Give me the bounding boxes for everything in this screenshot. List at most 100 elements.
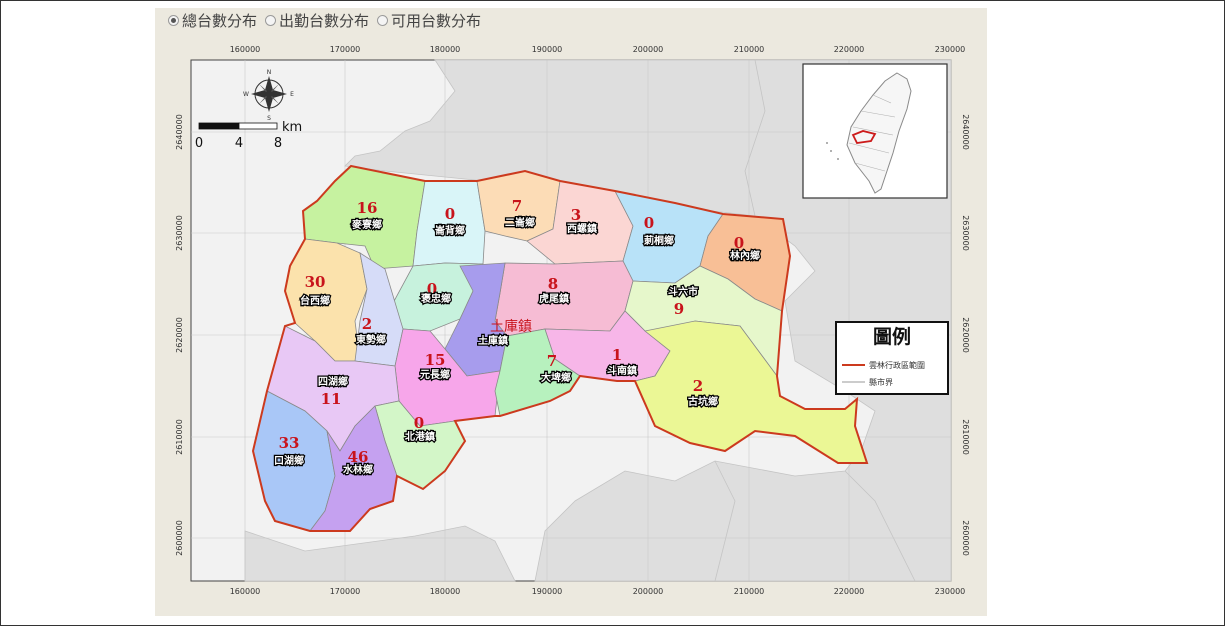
compass-west: W xyxy=(243,91,249,98)
township-name: 東勢鄉 xyxy=(356,333,386,346)
neighboring-county-area-south xyxy=(244,525,516,582)
township-name: 台西鄉 xyxy=(300,294,330,307)
compass-rose-icon: N S E W xyxy=(243,69,294,122)
legend-item-label: 雲林行政區範圍 xyxy=(869,360,925,370)
township-count: 7 xyxy=(547,352,557,370)
township-count: 30 xyxy=(305,273,326,291)
township-name: 虎尾鎮 xyxy=(539,292,569,305)
township-count: 7 xyxy=(512,197,522,215)
y-axis-ticks-right: 2640000 2630000 2620000 2610000 2600000 xyxy=(961,114,970,556)
x-tick-label: 190000 xyxy=(532,45,563,54)
compass-east: E xyxy=(290,91,294,98)
township-count: 0 xyxy=(427,280,437,298)
y-tick-label: 2620000 xyxy=(961,317,970,353)
x-tick-label: 160000 xyxy=(230,587,261,596)
neighboring-county-area xyxy=(344,59,952,582)
x-tick-label: 210000 xyxy=(734,587,765,596)
yunlin-county-boundary xyxy=(251,164,869,532)
radio-dispatch-distribution[interactable]: 出勤台數分布 xyxy=(265,10,369,31)
radio-label: 可用台數分布 xyxy=(391,11,482,30)
township-count: 0 xyxy=(445,205,455,223)
township-count: 11 xyxy=(321,390,342,408)
x-tick-label: 180000 xyxy=(430,587,461,596)
x-tick-label: 160000 xyxy=(230,45,261,54)
township-count: 15 xyxy=(425,351,446,369)
township-count: 33 xyxy=(279,434,300,452)
y-axis-ticks-left: 2640000 2630000 2620000 2610000 2600000 xyxy=(175,114,184,556)
township-name: 水林鄉 xyxy=(342,463,373,476)
radio-label: 總台數分布 xyxy=(182,11,258,30)
township-name: 褒忠鄉 xyxy=(420,292,451,305)
scale-label: 8 xyxy=(274,136,282,151)
y-tick-label: 2640000 xyxy=(175,114,184,150)
x-tick-label: 220000 xyxy=(834,587,865,596)
township-count: 0 xyxy=(644,214,654,232)
y-tick-label: 2600000 xyxy=(961,520,970,556)
x-axis-ticks-top: 160000 170000 180000 190000 200000 21000… xyxy=(230,45,966,54)
map-image: 16 麥寮鄉 0 崙背鄉 7 二崙鄉 3 西螺鎮 0 莿桐鄉 0 林內鄉 30 … xyxy=(155,31,987,616)
x-tick-label: 180000 xyxy=(430,45,461,54)
map-legend: 圖例 雲林行政區範圍 縣市界 xyxy=(835,321,949,395)
township-name: 大埤鄉 xyxy=(541,371,571,384)
x-tick-label: 200000 xyxy=(633,45,664,54)
highlighted-township-label: 土庫鎮 xyxy=(490,318,532,335)
x-tick-label: 170000 xyxy=(330,45,361,54)
distribution-radio-group: 總台數分布 出勤台數分布 可用台數分布 xyxy=(168,9,489,31)
y-tick-label: 2630000 xyxy=(961,215,970,251)
y-tick-label: 2620000 xyxy=(175,317,184,353)
scale-label: 0 xyxy=(195,136,203,151)
township-name: 二崙鄉 xyxy=(505,216,535,229)
legend-title: 圖例 xyxy=(873,325,911,348)
x-axis-ticks-bottom: 160000 170000 180000 190000 200000 21000… xyxy=(230,587,966,596)
scale-label: 4 xyxy=(235,136,243,151)
township-name: 斗六市 xyxy=(668,285,698,298)
township-name: 土庫鎮 xyxy=(478,334,508,347)
township-name: 斗南鎮 xyxy=(607,364,637,377)
township-name: 口湖鄉 xyxy=(274,454,304,467)
township-count: 9 xyxy=(674,300,684,318)
township-name: 四湖鄉 xyxy=(318,375,348,388)
legend-item-label: 縣市界 xyxy=(869,377,893,387)
taiwan-inset-map xyxy=(802,63,948,199)
radio-button[interactable] xyxy=(377,14,389,26)
township-name: 林內鄉 xyxy=(730,249,760,262)
yunlin-map: 16 麥寮鄉 0 崙背鄉 7 二崙鄉 3 西螺鎮 0 莿桐鄉 0 林內鄉 30 … xyxy=(155,31,987,616)
x-tick-label: 210000 xyxy=(734,45,765,54)
township-name: 古坑鄉 xyxy=(688,395,718,408)
township-count: 0 xyxy=(734,234,744,252)
township-polygons xyxy=(252,165,868,532)
radio-available-distribution[interactable]: 可用台數分布 xyxy=(377,10,481,31)
township-count: 46 xyxy=(348,448,369,466)
township-name: 西螺鎮 xyxy=(567,222,597,235)
compass-south: S xyxy=(267,115,271,122)
x-tick-label: 200000 xyxy=(633,587,664,596)
inset-county-lines xyxy=(848,94,896,172)
x-tick-label: 220000 xyxy=(834,45,865,54)
township-count: 3 xyxy=(571,206,581,224)
radio-total-distribution[interactable]: 總台數分布 xyxy=(168,10,257,31)
township-count: 1 xyxy=(612,346,622,364)
y-tick-label: 2600000 xyxy=(175,520,184,556)
y-tick-label: 2610000 xyxy=(961,419,970,455)
township-count: 2 xyxy=(362,315,372,333)
y-tick-label: 2640000 xyxy=(961,114,970,150)
y-tick-label: 2630000 xyxy=(175,215,184,251)
compass-north: N xyxy=(267,69,272,76)
township-count: 8 xyxy=(548,275,558,293)
township-count: 0 xyxy=(414,414,424,432)
radio-button-selected[interactable] xyxy=(168,14,179,26)
township-count: 16 xyxy=(357,199,378,217)
scale-bar: km 0 4 8 xyxy=(195,120,302,151)
township-name: 麥寮鄉 xyxy=(351,218,382,231)
township-name: 北港鎮 xyxy=(405,430,435,443)
x-tick-label: 190000 xyxy=(532,587,563,596)
radio-label: 出勤台數分布 xyxy=(279,11,370,30)
township-count: 2 xyxy=(693,377,703,395)
x-tick-label: 230000 xyxy=(935,587,966,596)
county-boundary-line xyxy=(744,59,766,217)
inset-yunlin-highlight xyxy=(851,130,877,144)
scale-unit: km xyxy=(282,120,302,135)
radio-button[interactable] xyxy=(265,14,277,26)
township-name: 莿桐鄉 xyxy=(644,234,674,247)
taiwan-island-outline xyxy=(846,72,912,194)
